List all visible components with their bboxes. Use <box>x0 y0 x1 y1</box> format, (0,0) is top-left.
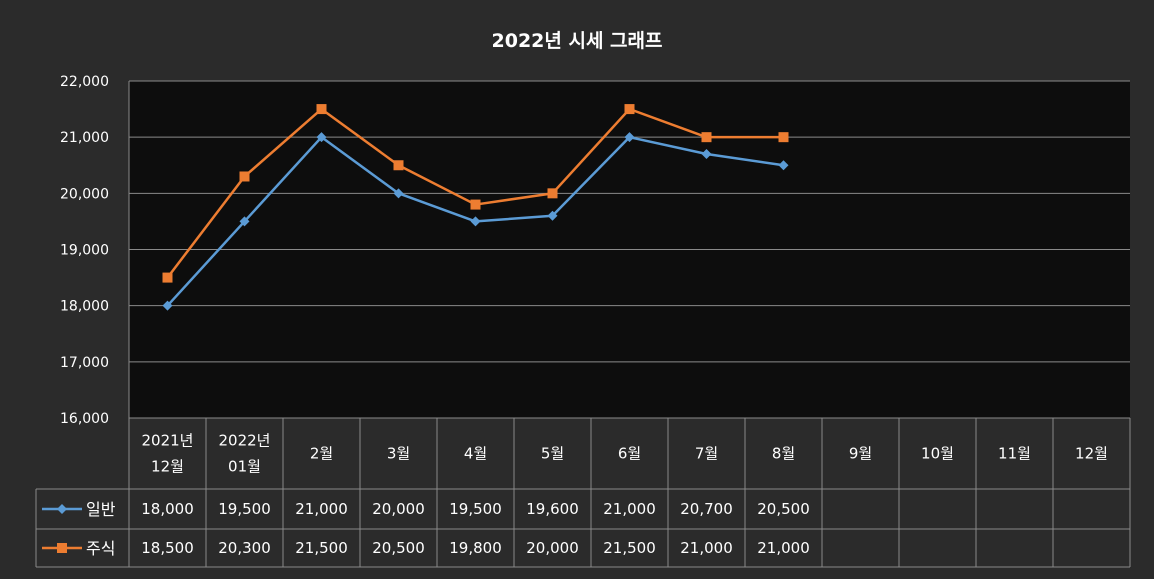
x-category-label: 11월 <box>998 445 1031 463</box>
data-point <box>701 132 712 143</box>
x-category-label: 01월 <box>228 458 261 476</box>
data-point <box>239 171 250 182</box>
data-point <box>316 132 327 143</box>
data-point <box>162 300 173 311</box>
legend-series-name: 주식 <box>86 539 115 558</box>
data-table-value: 21,000 <box>295 500 348 518</box>
data-table-value: 20,300 <box>218 539 271 557</box>
chart-title: 2022년 시세 그래프 <box>491 30 663 52</box>
data-table-value: 20,700 <box>680 500 733 518</box>
data-point <box>393 160 404 171</box>
legend-series-name: 일반 <box>86 500 116 519</box>
data-table-value: 21,000 <box>603 500 656 518</box>
data-point <box>547 210 558 221</box>
data-table-value: 20,000 <box>526 539 579 557</box>
data-point <box>778 160 789 171</box>
data-table-value: 20,500 <box>372 539 425 557</box>
data-point <box>162 272 173 283</box>
data-point <box>239 216 250 227</box>
x-category-label: 9월 <box>849 445 872 463</box>
data-table-value: 19,600 <box>526 500 579 518</box>
y-tick-label: 18,000 <box>60 299 109 315</box>
y-tick-label: 21,000 <box>60 130 109 146</box>
data-point <box>470 199 481 210</box>
x-category-label: 2022년 <box>219 432 271 450</box>
data-point <box>701 149 712 160</box>
data-table-value: 20,500 <box>757 500 810 518</box>
data-table-value: 19,500 <box>218 500 271 518</box>
x-category-label: 2021년 <box>142 432 194 450</box>
data-point <box>624 132 635 143</box>
x-category-label: 6월 <box>618 445 641 463</box>
x-category-label: 2월 <box>310 445 333 463</box>
data-table-value: 19,500 <box>449 500 502 518</box>
data-point <box>547 188 558 199</box>
data-point <box>470 216 481 227</box>
y-tick-label: 20,000 <box>60 186 109 202</box>
data-table-value: 21,000 <box>757 539 810 557</box>
data-point <box>316 104 327 115</box>
series-layer <box>162 104 789 311</box>
data-table-value: 19,800 <box>449 539 502 557</box>
data-table-value: 21,000 <box>680 539 733 557</box>
legend-key-marker <box>57 543 67 553</box>
data-point <box>624 104 635 115</box>
x-category-label: 12월 <box>151 458 184 476</box>
data-point <box>393 188 404 199</box>
data-table-value: 20,000 <box>372 500 425 518</box>
legend-key-marker <box>57 504 67 514</box>
x-category-label: 5월 <box>541 445 564 463</box>
data-table-value: 21,500 <box>603 539 656 557</box>
y-tick-label: 22,000 <box>60 74 109 90</box>
data-table-value: 18,500 <box>141 539 194 557</box>
x-category-label: 12월 <box>1075 445 1108 463</box>
x-category-label: 8월 <box>772 445 795 463</box>
data-point <box>778 132 789 143</box>
x-category-label: 3월 <box>387 445 410 463</box>
x-category-label: 7월 <box>695 445 718 463</box>
x-category-label: 4월 <box>464 445 487 463</box>
y-tick-label: 16,000 <box>60 411 109 427</box>
data-table-value: 21,500 <box>295 539 348 557</box>
data-table: 2021년 12월 2022년 01월 2월 3월 4월 5월 6월 7월 8월 9월 10월 11월 12… <box>35 417 1131 568</box>
data-table-value: 18,000 <box>141 500 194 518</box>
y-axis-ticks: 16,000 17,000 18,000 19,000 20,000 21,000 22,0… <box>60 74 109 427</box>
y-tick-label: 17,000 <box>60 355 109 371</box>
x-category-label: 10월 <box>921 445 954 463</box>
y-tick-label: 19,000 <box>60 243 109 259</box>
